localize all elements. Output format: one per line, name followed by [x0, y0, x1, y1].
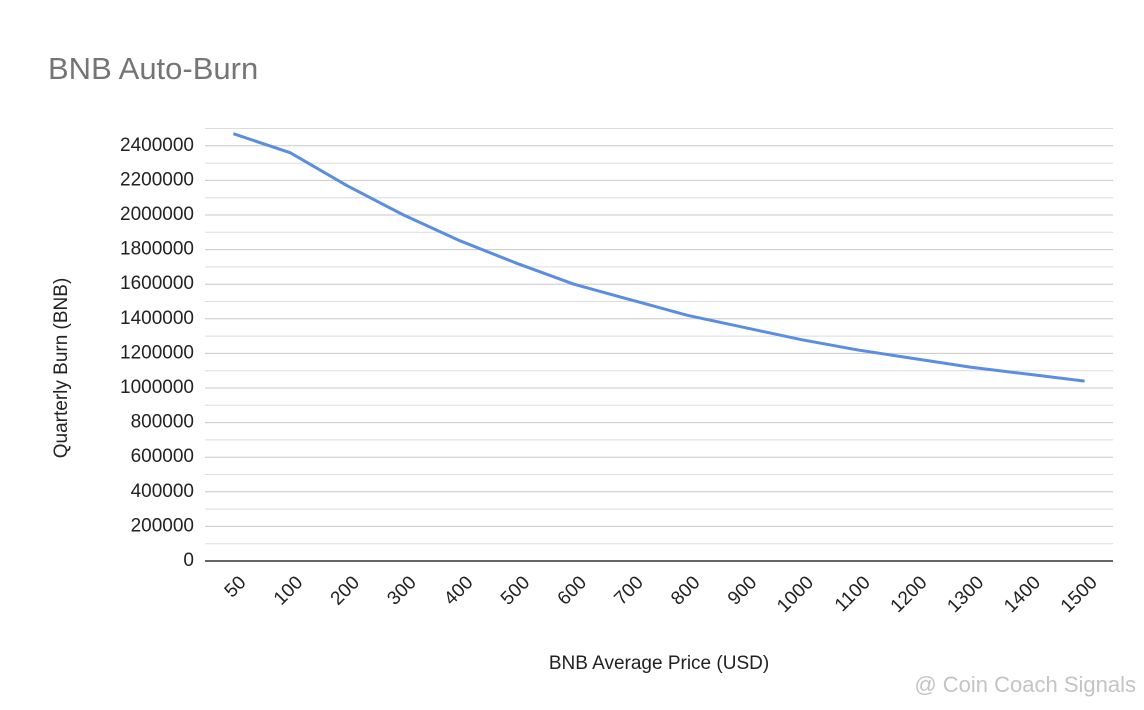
line-series: [232, 132, 1085, 383]
y-axis-title: Quarterly Burn (BNB): [51, 278, 72, 459]
y-tick-label: 1200000: [120, 342, 194, 363]
y-tick-label: 2000000: [120, 204, 194, 225]
x-axis-title: BNB Average Price (USD): [549, 653, 769, 674]
y-tick-label: 1800000: [120, 239, 194, 260]
y-tick-label: 600000: [131, 446, 194, 467]
y-tick-label: 2400000: [120, 135, 194, 156]
y-tick-label: 0: [183, 550, 194, 571]
y-tick-label: 1400000: [120, 308, 194, 329]
watermark: @ Coin Coach Signals: [914, 672, 1136, 697]
y-tick-label: 800000: [131, 412, 194, 433]
y-tick-label: 2200000: [120, 169, 194, 190]
chart-title: BNB Auto-Burn: [48, 51, 258, 86]
y-tick-label: 400000: [131, 481, 194, 502]
y-tick-label: 200000: [131, 515, 194, 536]
y-tick-label: 1000000: [120, 377, 194, 398]
y-tick-label: 1600000: [120, 273, 194, 294]
